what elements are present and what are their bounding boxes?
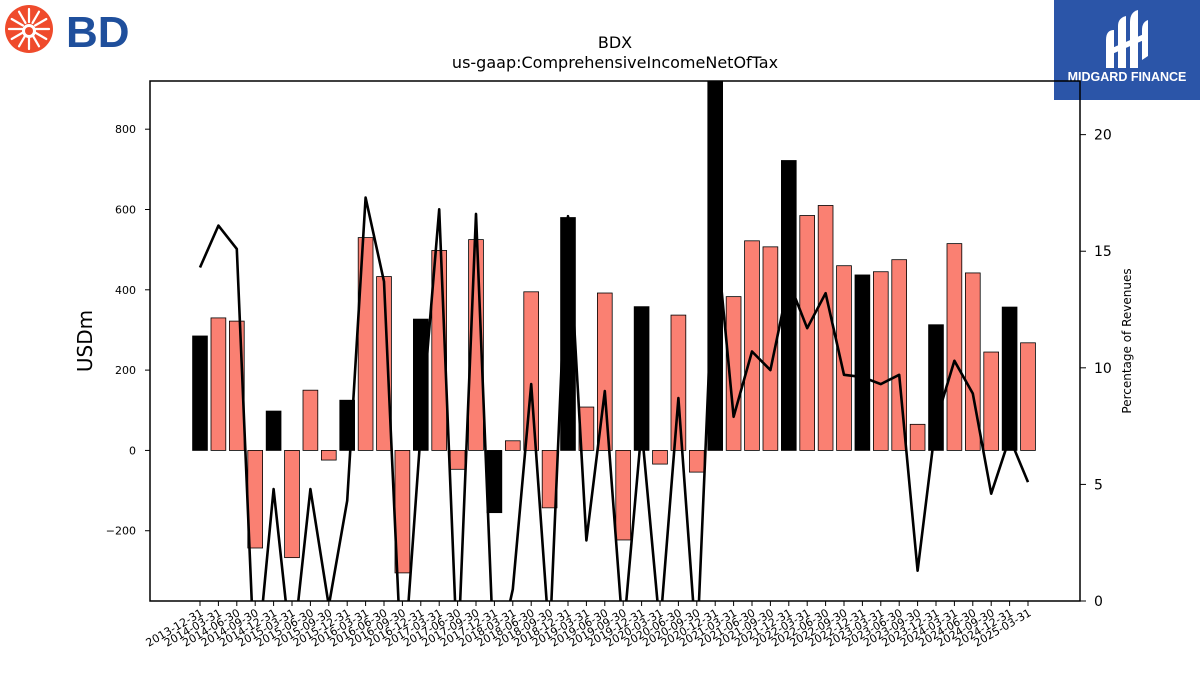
y2-axis-label: Percentage of Revenues [1120,268,1134,413]
bar-2021-06-30 [744,240,760,451]
midgard-logo-text: MIDGARD FINANCE [1068,70,1187,84]
y2-tick-label: 20 [1094,128,1112,144]
line-series [198,196,1030,601]
bar-2017-12-31 [486,450,503,514]
bar-2017-06-30 [449,450,466,470]
midgard-mark-icon [1106,10,1148,68]
bar-2022-12-31 [854,274,871,451]
bar-2015-06-30 [302,389,319,451]
y-tick-label: 200 [115,364,136,377]
bar-2021-09-30 [762,246,779,451]
midgard-finance-graphic: MIDGARD FINANCE [1054,0,1200,100]
bar-2020-03-31 [652,450,668,465]
bar-2023-03-31 [873,271,889,451]
bar-2014-03-31 [210,317,227,451]
y2-tick-label: 15 [1094,244,1112,260]
bar-2021-12-31 [781,160,797,451]
bar-2023-12-31 [928,324,944,451]
bar-2022-03-31 [799,215,815,451]
bar-2015-03-31 [284,450,300,559]
bar-2019-09-30 [615,450,631,541]
y-axis-left: −200 0 200 400 600 800 [106,123,150,538]
bar-2015-09-30 [320,450,337,461]
y-tick-label: 800 [115,123,136,136]
bar-2018-06-30 [523,291,539,451]
bar-2020-06-30 [670,314,687,451]
bar-series [192,80,1036,574]
midgard-logo-background [1054,0,1200,100]
chart-title: BDX [598,33,632,52]
y-tick-label: 400 [115,284,136,297]
bar-2019-12-31 [633,306,650,451]
bar-2024-06-30 [965,272,981,451]
bar-2013-12-31 [192,335,208,451]
bar-2022-09-30 [836,265,852,451]
midgard-finance-logo: MIDGARD FINANCE [1054,0,1200,100]
y2-tick-label: 0 [1094,594,1103,610]
bar-2024-09-30 [983,351,999,451]
bar-2022-06-30 [817,205,834,451]
bar-2016-03-31 [357,237,374,451]
chart-subtitle: us-gaap:ComprehensiveIncomeNetOfTax [452,53,778,72]
pct-revenues-line [198,196,1030,601]
y-axis-label: USDm [73,310,97,372]
y2-tick-label: 5 [1094,477,1103,493]
y-tick-label: 0 [129,444,136,457]
bar-2020-09-30 [689,450,705,473]
bar-2024-03-31 [946,243,963,451]
y2-tick-label: 10 [1094,361,1112,377]
bar-2021-03-31 [725,296,742,451]
y-tick-label: −200 [106,525,136,538]
bd-logo: BD [4,4,144,57]
y-tick-label: 600 [115,203,136,216]
bd-starburst-icon [5,5,53,53]
bar-2016-12-31 [412,318,429,451]
bar-2024-12-31 [1001,306,1018,451]
bd-logo-text: BD [66,8,130,56]
bar-2025-03-31 [1020,342,1036,451]
y-axis-right: 0 5 10 15 20 [1080,128,1112,610]
bar-2014-12-31 [265,410,282,451]
x-axis: 2013-12-312014-03-312014-06-302014-09-30… [144,601,1034,650]
bd-logo-graphic: BD [5,5,130,57]
bar-2018-03-31 [504,440,521,451]
bar-2023-09-30 [909,423,926,451]
plot-frame [149,80,1081,602]
